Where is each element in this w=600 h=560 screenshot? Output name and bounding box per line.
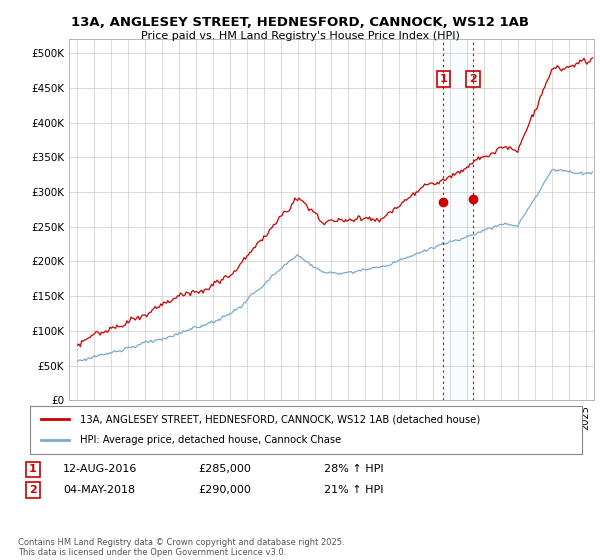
Text: 28% ↑ HPI: 28% ↑ HPI: [324, 464, 383, 474]
Bar: [443, 39, 473, 400]
Text: 1: 1: [439, 74, 447, 84]
Text: 2: 2: [29, 485, 37, 495]
Text: 13A, ANGLESEY STREET, HEDNESFORD, CANNOCK, WS12 1AB: 13A, ANGLESEY STREET, HEDNESFORD, CANNOC…: [71, 16, 529, 29]
Text: 1: 1: [29, 464, 37, 474]
Text: Contains HM Land Registry data © Crown copyright and database right 2025.
This d: Contains HM Land Registry data © Crown c…: [18, 538, 344, 557]
Text: £285,000: £285,000: [198, 464, 251, 474]
Text: HPI: Average price, detached house, Cannock Chase: HPI: Average price, detached house, Cann…: [80, 435, 341, 445]
Text: Price paid vs. HM Land Registry's House Price Index (HPI): Price paid vs. HM Land Registry's House …: [140, 31, 460, 41]
Text: 21% ↑ HPI: 21% ↑ HPI: [324, 485, 383, 495]
Text: 2: 2: [469, 74, 477, 84]
Text: 04-MAY-2018: 04-MAY-2018: [63, 485, 135, 495]
Text: £290,000: £290,000: [198, 485, 251, 495]
Text: 13A, ANGLESEY STREET, HEDNESFORD, CANNOCK, WS12 1AB (detached house): 13A, ANGLESEY STREET, HEDNESFORD, CANNOC…: [80, 414, 480, 424]
Text: 12-AUG-2016: 12-AUG-2016: [63, 464, 137, 474]
